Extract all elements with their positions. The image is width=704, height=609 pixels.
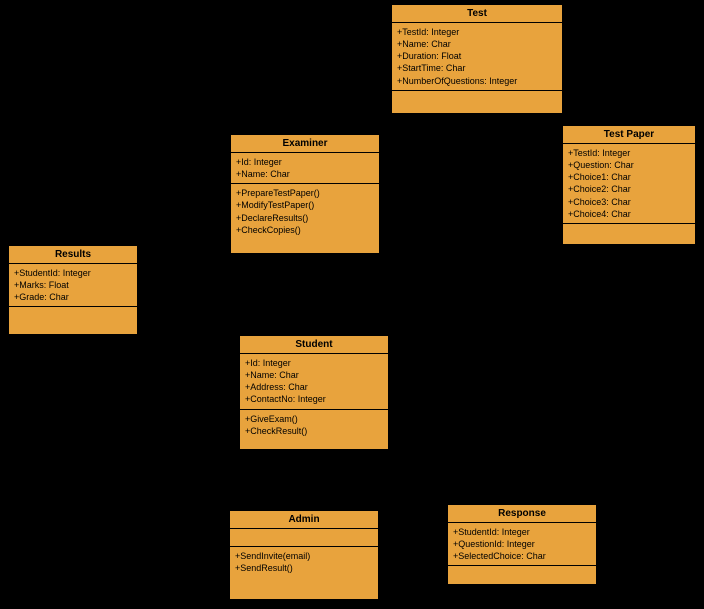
uml-attribute: +Choice3: Char: [568, 196, 690, 208]
uml-attribute: +TestId: Integer: [568, 147, 690, 159]
uml-class-test-paper: Test Paper +TestId: Integer+Question: Ch…: [562, 125, 696, 245]
uml-methods-section: [392, 91, 562, 109]
uml-attribute: +Name: Char: [245, 369, 383, 381]
uml-attribute: +NumberOfQuestions: Integer: [397, 75, 557, 87]
uml-class-response: Response +StudentId: Integer+QuestionId:…: [447, 504, 597, 585]
uml-attribute: +ContactNo: Integer: [245, 393, 383, 405]
uml-attributes-section: +StudentId: Integer+QuestionId: Integer+…: [448, 523, 596, 566]
uml-attribute: +Choice4: Char: [568, 208, 690, 220]
uml-attribute: +Grade: Char: [14, 291, 132, 303]
uml-method: +CheckResult(): [245, 425, 383, 437]
uml-attribute: +SelectedChoice: Char: [453, 550, 591, 562]
uml-attribute: +Marks: Float: [14, 279, 132, 291]
uml-class-title: Test: [392, 5, 562, 23]
uml-attribute: +Choice2: Char: [568, 183, 690, 195]
uml-method: +SendInvite(email): [235, 550, 373, 562]
uml-attribute: +Address: Char: [245, 381, 383, 393]
uml-methods-section: +GiveExam()+CheckResult(): [240, 410, 388, 440]
uml-attributes-section: +TestId: Integer+Name: Char+Duration: Fl…: [392, 23, 562, 91]
uml-attribute: +StartTime: Char: [397, 62, 557, 74]
uml-class-examiner: Examiner +Id: Integer+Name: Char +Prepar…: [230, 134, 380, 254]
uml-class-title: Examiner: [231, 135, 379, 153]
uml-method: +GiveExam(): [245, 413, 383, 425]
uml-method: +ModifyTestPaper(): [236, 199, 374, 211]
uml-attribute: +QuestionId: Integer: [453, 538, 591, 550]
uml-class-admin: Admin +SendInvite(email)+SendResult(): [229, 510, 379, 600]
uml-attributes-section: +StudentId: Integer+Marks: Float+Grade: …: [9, 264, 137, 307]
uml-class-title: Admin: [230, 511, 378, 529]
uml-methods-section: [563, 224, 695, 242]
uml-class-title: Results: [9, 246, 137, 264]
uml-attribute: +StudentId: Integer: [14, 267, 132, 279]
uml-attribute: +Id: Integer: [236, 156, 374, 168]
uml-method: +DeclareResults(): [236, 212, 374, 224]
uml-attribute: +Name: Char: [236, 168, 374, 180]
uml-attribute: +Duration: Float: [397, 50, 557, 62]
uml-class-student: Student +Id: Integer+Name: Char+Address:…: [239, 335, 389, 450]
uml-methods-section: [9, 307, 137, 325]
uml-method: +SendResult(): [235, 562, 373, 574]
uml-attribute: +Id: Integer: [245, 357, 383, 369]
uml-class-title: Student: [240, 336, 388, 354]
uml-methods-section: [448, 566, 596, 584]
uml-class-title: Test Paper: [563, 126, 695, 144]
uml-attribute: +Question: Char: [568, 159, 690, 171]
uml-class-test: Test +TestId: Integer+Name: Char+Duratio…: [391, 4, 563, 114]
uml-attribute: +Choice1: Char: [568, 171, 690, 183]
uml-method: +CheckCopies(): [236, 224, 374, 236]
uml-attributes-section: +Id: Integer+Name: Char: [231, 153, 379, 184]
uml-class-results: Results +StudentId: Integer+Marks: Float…: [8, 245, 138, 335]
uml-method: +PrepareTestPaper(): [236, 187, 374, 199]
uml-attribute: +StudentId: Integer: [453, 526, 591, 538]
uml-attributes-section: [230, 529, 378, 547]
uml-attribute: +Name: Char: [397, 38, 557, 50]
uml-attribute: +TestId: Integer: [397, 26, 557, 38]
uml-class-title: Response: [448, 505, 596, 523]
uml-methods-section: +PrepareTestPaper()+ModifyTestPaper()+De…: [231, 184, 379, 239]
uml-methods-section: +SendInvite(email)+SendResult(): [230, 547, 378, 577]
uml-attributes-section: +TestId: Integer+Question: Char+Choice1:…: [563, 144, 695, 224]
uml-attributes-section: +Id: Integer+Name: Char+Address: Char+Co…: [240, 354, 388, 410]
